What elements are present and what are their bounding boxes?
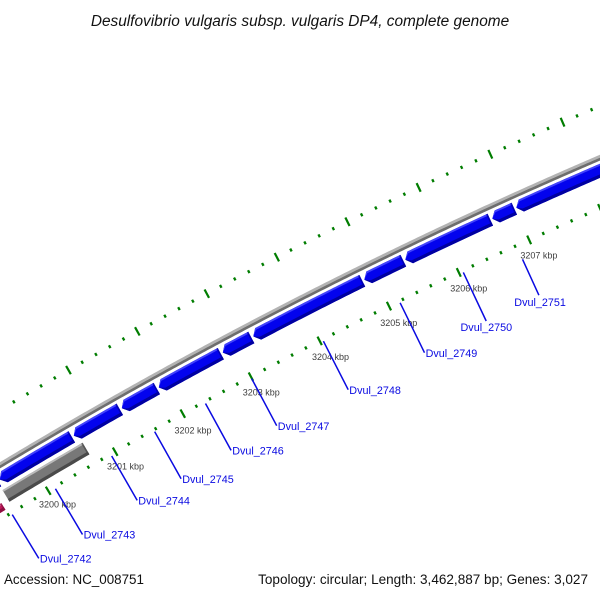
svg-text:Dvul_2743: Dvul_2743: [84, 530, 136, 542]
svg-text:Dvul_2749: Dvul_2749: [426, 348, 478, 360]
svg-text:Dvul_2746: Dvul_2746: [232, 446, 284, 458]
svg-text:Dvul_2751: Dvul_2751: [514, 297, 566, 309]
svg-text:Accession: NC_008751: Accession: NC_008751: [4, 572, 144, 587]
svg-text:Dvul_2750: Dvul_2750: [461, 322, 513, 334]
svg-text:3202 kbp: 3202 kbp: [174, 425, 211, 435]
svg-text:3200 kbp: 3200 kbp: [39, 500, 76, 510]
svg-text:3207 kbp: 3207 kbp: [520, 251, 557, 261]
svg-text:Dvul_2744: Dvul_2744: [138, 496, 190, 508]
svg-text:3206 kbp: 3206 kbp: [450, 283, 487, 293]
svg-text:Dvul_2748: Dvul_2748: [349, 385, 401, 397]
svg-text:3203 kbp: 3203 kbp: [243, 387, 280, 397]
svg-text:Dvul_2742: Dvul_2742: [40, 554, 92, 566]
svg-text:Dvul_2747: Dvul_2747: [278, 421, 330, 433]
svg-text:Desulfovibrio vulgaris subsp.: Desulfovibrio vulgaris subsp. vulgaris D…: [91, 13, 509, 30]
svg-text:Dvul_2745: Dvul_2745: [182, 474, 234, 486]
svg-text:3204 kbp: 3204 kbp: [312, 352, 349, 362]
svg-text:Topology: circular; Length: 3,: Topology: circular; Length: 3,462,887 bp…: [258, 572, 588, 587]
svg-text:3205 kbp: 3205 kbp: [380, 318, 417, 328]
svg-text:3201 kbp: 3201 kbp: [107, 461, 144, 471]
